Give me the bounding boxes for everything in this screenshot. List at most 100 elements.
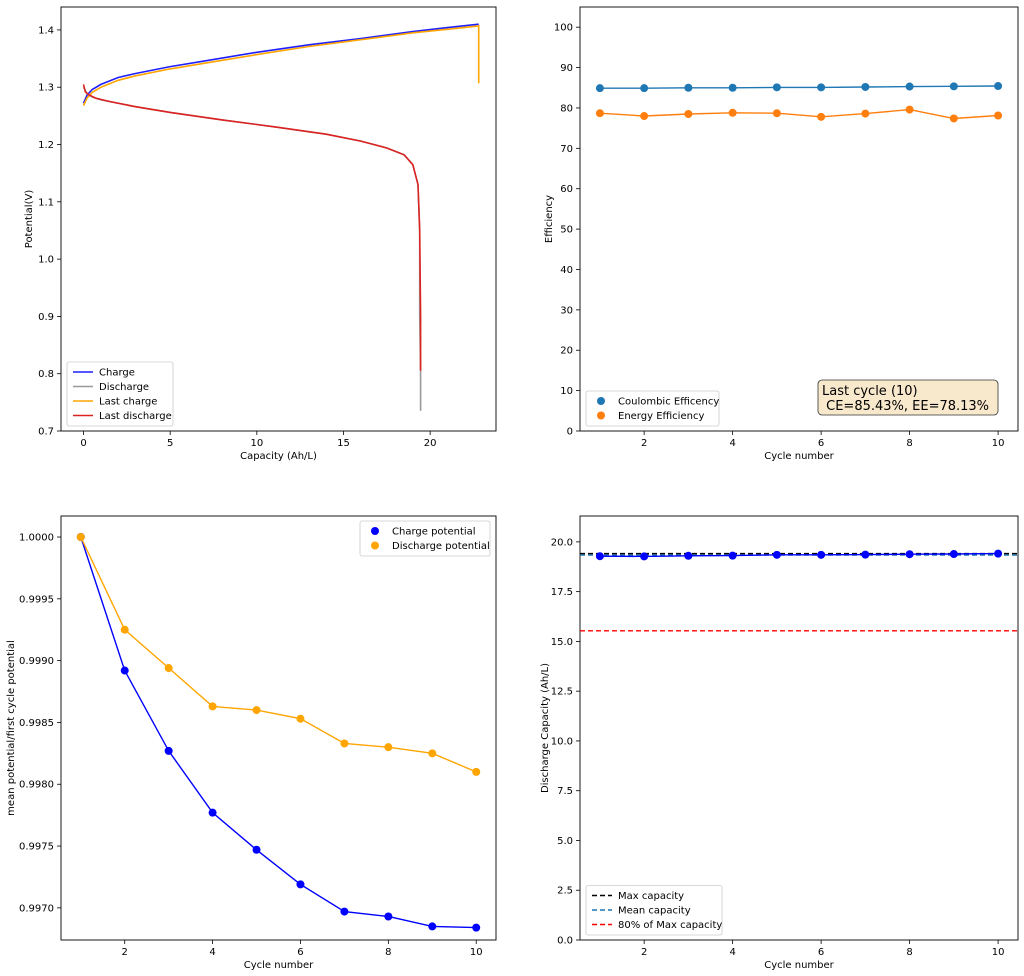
y-tick-label: 0.9	[38, 312, 54, 323]
x-tick-label: 15	[337, 438, 350, 449]
y-tick-label: 7.5	[557, 786, 573, 797]
data-point	[640, 84, 649, 93]
y-tick-label: 90	[560, 63, 573, 74]
data-point	[384, 743, 393, 752]
y-tick-label: 0.9970	[19, 903, 54, 914]
legend-label: Last charge	[99, 397, 157, 408]
y-axis-label: Efficiency	[544, 195, 555, 243]
legend-label: Charge	[99, 368, 135, 379]
data-point	[472, 923, 481, 932]
plot-frame	[579, 6, 1019, 432]
data-point	[905, 82, 914, 91]
x-tick-label: 8	[385, 947, 391, 958]
y-axis-label: mean potential/first cycle potential	[6, 640, 17, 816]
x-axis-label: Cycle number	[244, 960, 314, 971]
data-point	[772, 109, 781, 118]
annotation-text: CE=85.43%, EE=78.13%	[822, 399, 989, 414]
y-axis-label: Potential(V)	[24, 190, 35, 249]
panel-capacity-potential: 0 5 10 15 20 0.7 0.8 0.9 1.0 1.1 1.2 1.3 1.4 Capacity…	[24, 6, 497, 462]
series-line-1	[80, 536, 477, 773]
data-point	[640, 112, 649, 121]
y-tick-label: 2.5	[557, 886, 573, 897]
y-tick-label: 80	[560, 103, 573, 114]
y-tick-label: 30	[560, 305, 573, 316]
data-point	[684, 83, 693, 92]
legend-label: Energy Efficiency	[618, 411, 704, 422]
legend-label: Last discharge	[99, 411, 172, 422]
y-tick-label: 17.5	[551, 587, 573, 598]
data-point	[472, 767, 481, 776]
series-line-0	[82, 23, 479, 104]
legend-label: Charge potential	[392, 527, 476, 538]
y-tick-label: 0	[567, 427, 573, 438]
y-tick-label: 5.0	[557, 836, 573, 847]
annotation-text: Last cycle (10)	[822, 384, 918, 399]
data-point	[905, 550, 914, 559]
x-tick-label: 4	[729, 947, 735, 958]
legend-label: Coulombic Efficency	[618, 397, 719, 408]
legend-label: Max capacity	[618, 891, 684, 902]
data-point	[994, 111, 1003, 120]
series-line-0	[599, 85, 999, 89]
data-point	[120, 625, 129, 634]
plot-frame	[60, 515, 497, 941]
y-tick-label: 1.2	[38, 140, 54, 151]
y-tick-label: 12.5	[551, 687, 573, 698]
legend-marker	[597, 411, 605, 420]
data-point	[296, 714, 305, 723]
data-point	[164, 664, 173, 673]
x-tick-label: 6	[818, 947, 824, 958]
y-tick-label: 1.3	[38, 83, 54, 94]
x-tick-label: 4	[209, 947, 215, 958]
x-axis-label: Cycle number	[764, 451, 834, 462]
x-tick-label: 2	[641, 947, 647, 958]
data-point	[994, 549, 1003, 558]
data-point	[428, 749, 437, 758]
y-tick-label: 1.4	[38, 25, 54, 36]
x-tick-label: 8	[906, 947, 912, 958]
data-point	[384, 912, 393, 921]
x-tick-label: 2	[641, 438, 647, 449]
y-tick-label: 1.0000	[19, 533, 54, 544]
y-tick-label: 0.9990	[19, 656, 54, 667]
x-tick-label: 10	[992, 947, 1005, 958]
y-tick-label: 20.0	[551, 537, 573, 548]
plot-frame	[579, 515, 1019, 941]
data-point	[76, 533, 85, 542]
x-tick-label: 20	[424, 438, 437, 449]
data-point	[728, 83, 737, 92]
data-point	[684, 551, 693, 560]
y-axis-label: Discharge Capacity (Ah/L)	[540, 663, 551, 793]
x-tick-label: 10	[992, 438, 1005, 449]
x-tick-label: 6	[818, 438, 824, 449]
data-point	[817, 550, 826, 559]
data-point	[164, 746, 173, 755]
data-point	[949, 114, 958, 123]
data-point	[340, 739, 349, 748]
data-point	[817, 83, 826, 92]
panel-discharge-capacity: 2 4 6 8 10 0.0 2.5 5.0 7.5 10.0 12.5 15.0 17.5 20.0 Cy…	[540, 515, 1019, 971]
y-tick-label: 10	[560, 386, 573, 397]
y-tick-label: 0.9975	[19, 842, 54, 853]
legend-label: Discharge	[99, 382, 149, 393]
y-tick-label: 0.8	[38, 369, 54, 380]
plot-frame	[60, 6, 497, 432]
series-line-0	[80, 536, 477, 929]
x-axis-label: Cycle number	[764, 960, 834, 971]
panel-mean-potential: 2 4 6 8 10 0.9970 0.9975 0.9980 0.9985 0.9990 0.99…	[6, 515, 497, 971]
legend-label: Discharge potential	[392, 541, 490, 552]
legend-label: Mean capacity	[618, 906, 691, 917]
data-point	[595, 109, 604, 118]
legend-box	[585, 885, 723, 936]
data-point	[817, 112, 826, 121]
legend-marker	[371, 527, 379, 535]
data-point	[905, 105, 914, 114]
x-tick-label: 10	[250, 438, 263, 449]
data-point	[595, 84, 604, 93]
legend-box	[66, 361, 174, 427]
x-tick-label: 4	[729, 438, 735, 449]
data-point	[252, 706, 261, 715]
x-tick-label: 2	[122, 947, 128, 958]
